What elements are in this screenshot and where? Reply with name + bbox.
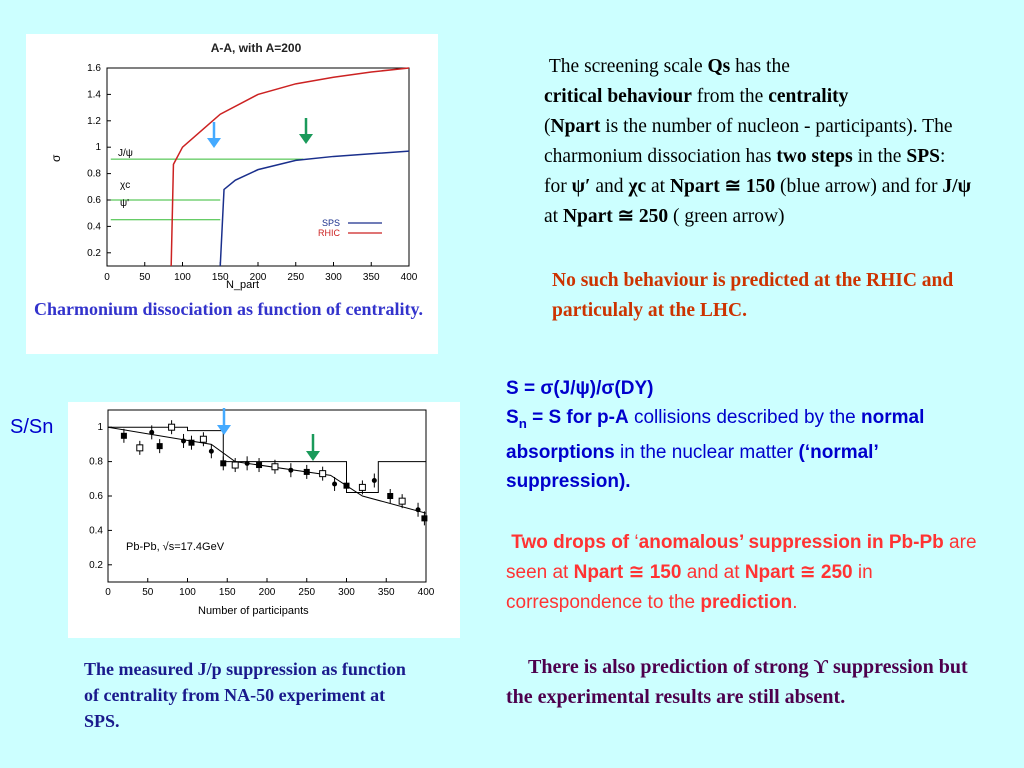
chart2-point xyxy=(288,467,294,473)
chart2-point xyxy=(415,507,421,513)
chart1-annot-psiprime: ψ' xyxy=(120,198,129,209)
chart2-xticks: 0 50 100 150 200 250 300 350 400 xyxy=(105,578,435,598)
chart1-xtick-label: 50 xyxy=(139,272,151,283)
chart1-ytick-label: 0.8 xyxy=(87,169,101,180)
chart2-frame xyxy=(107,409,427,583)
chart2-annotation: Pb-Pb, √s=17.4GeV xyxy=(126,541,225,553)
chart1-caption: Charmonium dissociation as function of c… xyxy=(34,299,424,319)
chart2-xlabel: Number of participants xyxy=(198,605,309,617)
chart2-point xyxy=(332,481,338,487)
chart1-xtick-label: 300 xyxy=(325,272,342,283)
legend-rhic: RHIC xyxy=(318,228,340,238)
chart2-point xyxy=(303,468,310,475)
chart1-series-sps xyxy=(219,150,410,267)
chart2-point xyxy=(244,460,250,466)
chart1-series xyxy=(170,67,410,267)
chart1-xtick-label: 200 xyxy=(250,272,267,283)
upsilon-paragraph: There is also prediction of strong ϒ sup… xyxy=(506,656,968,708)
chart2-xtick-label: 200 xyxy=(259,587,276,598)
chart2-xtick-label: 100 xyxy=(179,587,196,598)
chart2-xtick-label: 300 xyxy=(338,587,355,598)
anomalous-paragraph: Two drops of ‘anomalous’ suppression in … xyxy=(506,532,977,613)
chart2-panel: 0 50 100 150 200 250 300 350 400 0.2 0.4 0.6 0.8 1 N… xyxy=(68,402,460,638)
chart2-caption: The measured J/p suppression as function… xyxy=(84,659,406,731)
chart1-ytick-label: 1.2 xyxy=(87,116,101,127)
green-arrow-icon xyxy=(299,118,313,144)
chart2-xtick-label: 0 xyxy=(105,587,111,598)
chart2-point xyxy=(136,444,144,452)
chart2-point xyxy=(371,478,377,484)
chart1-frame xyxy=(106,67,410,267)
chart2-ytick-label: 0.4 xyxy=(89,525,103,536)
chart2-point xyxy=(358,483,366,491)
chart2-point xyxy=(149,429,155,435)
chart1-series-rhic xyxy=(170,67,410,267)
chart1-ytick-label: 0.2 xyxy=(87,248,101,259)
chart2-point xyxy=(343,482,350,489)
chart1-ytick-label: 1.4 xyxy=(87,89,101,100)
chart1-xtick-label: 400 xyxy=(401,272,418,283)
chart2-point xyxy=(208,448,214,454)
chart1-svg: A-A, with A=200 σ N_part 0 50 100 150 200 250… xyxy=(49,41,418,291)
chart2-xtick-label: 350 xyxy=(378,587,395,598)
chart2-xtick-label: 250 xyxy=(298,587,315,598)
chart1-xtick-label: 250 xyxy=(287,272,304,283)
chart2-point xyxy=(168,423,176,431)
chart2-xtick-label: 50 xyxy=(142,587,154,598)
chart2-svg: 0 50 100 150 200 250 300 350 400 0.2 0.4 0.6 0.8 1 N… xyxy=(89,408,435,617)
chart2-xtick-label: 150 xyxy=(219,587,236,598)
chart1-yticks: 0.2 0.4 0.6 0.8 1 1.2 1.4 1.6 xyxy=(87,63,111,259)
chart1-ytick-label: 1.6 xyxy=(87,63,101,74)
chart1-legend: SPS RHIC xyxy=(318,218,382,238)
chart2-point xyxy=(387,493,394,499)
chart2-step-line xyxy=(107,426,427,514)
legend-sps: SPS xyxy=(322,218,340,228)
ratio-label: S/Sn xyxy=(10,416,54,438)
chart2-ytick-label: 0.6 xyxy=(89,491,103,502)
chart2-step-upper xyxy=(108,426,426,494)
chart2-point xyxy=(188,439,195,446)
chart1-title: A-A, with A=200 xyxy=(211,41,302,55)
chart2-point xyxy=(231,461,239,469)
chart1-ytick-label: 1 xyxy=(95,142,101,153)
chart1-annot-jpsi: J/ψ xyxy=(118,148,133,159)
chart2-point xyxy=(120,432,127,439)
chart2-point xyxy=(398,497,406,505)
chart2-points xyxy=(120,420,428,526)
chart2-point xyxy=(220,460,227,467)
chart1-xtick-label: 0 xyxy=(104,272,110,283)
chart2-point xyxy=(181,438,187,444)
chart2-point xyxy=(199,435,207,443)
chart1-xticks: 0 50 100 150 200 250 300 350 400 xyxy=(104,262,418,283)
screening-paragraph: The screening scale Qs has the critical … xyxy=(544,56,972,227)
blue-arrow-icon xyxy=(207,122,221,148)
chart2-ytick-label: 1 xyxy=(97,422,103,433)
chart1-xtick-label: 100 xyxy=(174,272,191,283)
blue-arrow-icon xyxy=(217,408,231,435)
suppression-paragraph: S = σ(J/ψ)/σ(DY) Sn = S for p-A collisio… xyxy=(506,378,925,492)
chart2-point xyxy=(319,470,327,478)
chart2-point xyxy=(156,443,163,450)
chart2-point xyxy=(256,462,263,469)
chart2-point xyxy=(271,463,279,471)
chart1-panel: A-A, with A=200 σ N_part 0 50 100 150 200 250… xyxy=(26,34,438,354)
chart1-ytick-label: 0.6 xyxy=(87,195,101,206)
chart1-ylabel: σ xyxy=(49,154,63,162)
chart2-ytick-label: 0.8 xyxy=(89,457,103,468)
chart1-xtick-label: 350 xyxy=(363,272,380,283)
chart2-xtick-label: 400 xyxy=(418,587,435,598)
chart2-yticks: 0.2 0.4 0.6 0.8 1 xyxy=(89,422,112,571)
rhic-note: No such behaviour is predicted at the RH… xyxy=(552,270,954,321)
chart1-xlabel: N_part xyxy=(226,279,259,291)
chart1-annot-chic: χc xyxy=(120,180,130,191)
chart1-xtick-label: 150 xyxy=(212,272,229,283)
chart2-point xyxy=(421,515,428,522)
green-arrow-icon xyxy=(306,434,320,461)
chart1-ytick-label: 0.4 xyxy=(87,221,101,232)
chart2-ytick-label: 0.2 xyxy=(89,560,103,571)
chart1-guide-lines xyxy=(110,158,304,221)
